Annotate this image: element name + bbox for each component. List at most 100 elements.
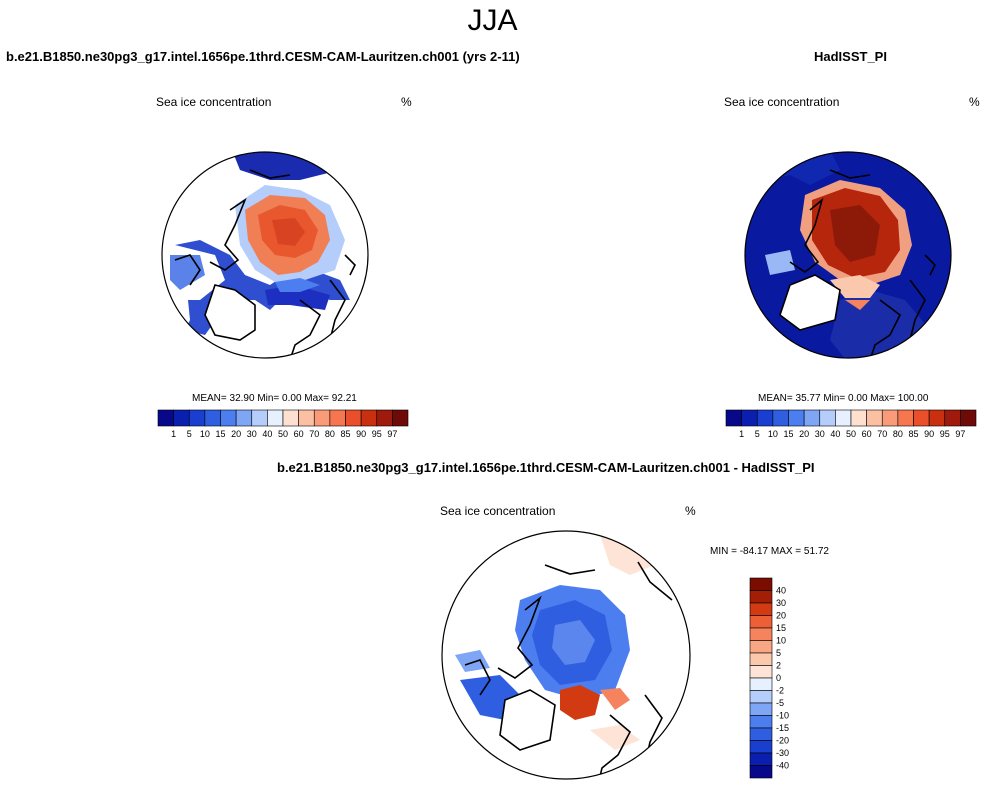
colorbar-model-tick-label: 5	[187, 429, 192, 439]
colorbar-diff-swatch	[749, 715, 773, 729]
colorbar-diff-tick-label: 15	[776, 623, 786, 633]
colorbar-model-swatch	[235, 409, 253, 427]
colorbar-obs-tick-label: 20	[799, 429, 809, 439]
colorbar-model-tick-label: 15	[215, 429, 225, 439]
colorbar-obs-tick-label: 40	[830, 429, 840, 439]
colorbar-obs-swatch	[741, 409, 758, 427]
colorbar-obs-swatch	[881, 409, 899, 427]
page-title: JJA	[467, 4, 518, 37]
colorbar-obs-swatch	[772, 409, 789, 427]
colorbar-obs-tick-label: 10	[768, 429, 778, 439]
colorbar-diff-swatch	[749, 740, 773, 754]
colorbar-obs-tick-label: 30	[815, 429, 825, 439]
map-diff-frame	[441, 530, 691, 780]
colorbar-model-tick-label: 90	[356, 429, 366, 439]
colorbar-diff-tick-label: -5	[776, 698, 784, 708]
colorbar-diff-tick-label: -2	[776, 686, 784, 696]
colorbar-model-swatch	[188, 409, 206, 427]
colorbar-diff-swatch	[749, 727, 773, 741]
colorbar-diff-tick-label: 5	[776, 648, 781, 658]
colorbar-diff-swatch	[749, 665, 773, 679]
colorbar-obs-swatch	[803, 409, 821, 427]
colorbar-model: 1 5 10 15 20 30 40 50 60 70 80 85 90 95 97	[157, 409, 409, 439]
panel1-variable: Sea ice concentration	[156, 95, 272, 109]
colorbar-diff-swatch	[749, 640, 773, 654]
colorbar-diff-swatch	[749, 765, 773, 779]
map-obs	[744, 151, 952, 359]
colorbar-diff-tick-label: -30	[776, 748, 789, 758]
colorbar-model-tick-label: 80	[325, 429, 335, 439]
map-model-frame	[161, 151, 369, 359]
colorbar-model-swatch	[329, 409, 346, 427]
colorbar-obs-tick-label: 5	[755, 429, 760, 439]
colorbar-model-swatch	[313, 409, 331, 427]
colorbar-obs-swatch	[913, 409, 930, 427]
colorbar-diff-swatch	[749, 627, 773, 641]
colorbar-diff-swatch	[749, 690, 773, 704]
colorbar-obs-tick-label: 70	[877, 429, 887, 439]
colorbar-model-swatch	[220, 409, 237, 427]
colorbar-obs-swatch	[928, 409, 946, 427]
colorbar-model-tick-label: 97	[387, 429, 397, 439]
colorbar-obs-tick-label: 80	[893, 429, 903, 439]
colorbar-diff-tick-label: -40	[776, 761, 789, 771]
colorbar-diff-swatch	[749, 615, 773, 629]
colorbar-diff-tick-label: -15	[776, 723, 789, 733]
map-model-coast	[174, 152, 356, 358]
colorbar-diff-tick-label: -20	[776, 736, 789, 746]
colorbar-obs-tick-label: 50	[846, 429, 856, 439]
colorbar-obs-swatch	[866, 409, 883, 427]
panel3-units: %	[685, 504, 696, 518]
colorbar-model-swatch	[392, 409, 409, 427]
colorbar-obs-swatch	[756, 409, 774, 427]
colorbar-model-tick-label: 10	[200, 429, 210, 439]
colorbar-model-swatch	[204, 409, 221, 427]
map-obs-frame	[744, 151, 952, 359]
colorbar-diff-tick-label: 40	[776, 586, 786, 596]
colorbar-model-swatch	[157, 409, 174, 427]
colorbar-obs-tick-label: 85	[908, 429, 918, 439]
colorbar-obs-tick-label: 90	[924, 429, 934, 439]
map-model	[161, 151, 369, 359]
colorbar-diff-tick-label: 2	[776, 661, 781, 671]
colorbar-obs-swatch	[897, 409, 914, 427]
map-obs-fill	[745, 152, 951, 358]
colorbar-obs-swatch	[944, 409, 961, 427]
colorbar-obs-tick-label: 97	[955, 429, 965, 439]
colorbar-obs-tick-label: 95	[940, 429, 950, 439]
colorbar-obs: 1 5 10 15 20 30 40 50 60 70 80 85 90 95 97	[725, 409, 977, 439]
panel3-case-title: b.e21.B1850.ne30pg3_g17.intel.1656pe.1th…	[277, 460, 815, 475]
colorbar-obs-tick-label: 15	[783, 429, 793, 439]
colorbar-obs-tick-label: 60	[862, 429, 872, 439]
colorbar-model-tick-label: 40	[262, 429, 272, 439]
colorbar-diff-swatch	[749, 677, 773, 691]
colorbar-obs-swatch	[725, 409, 742, 427]
colorbar-model-tick-label: 20	[231, 429, 241, 439]
colorbar-obs-swatch	[960, 409, 977, 427]
colorbar-model-tick-label: 85	[340, 429, 350, 439]
colorbar-obs-swatch	[788, 409, 805, 427]
colorbar-diff-tick-label: 10	[776, 636, 786, 646]
panel2-stats: MEAN= 35.77 Min= 0.00 Max= 100.00	[758, 393, 929, 404]
colorbar-diff-tick-label: 0	[776, 673, 781, 683]
panel2-case-title: HadISST_PI	[814, 49, 887, 64]
colorbar-model-swatch	[251, 409, 268, 427]
colorbar-model-tick-label: 95	[372, 429, 382, 439]
panel2-variable: Sea ice concentration	[724, 95, 840, 109]
panel1-units: %	[401, 95, 412, 109]
colorbar-model-tick-label: 30	[247, 429, 257, 439]
colorbar-obs-swatch	[819, 409, 836, 427]
colorbar-model-tick-label: 50	[278, 429, 288, 439]
colorbar-model-tick-label: 1	[171, 429, 176, 439]
colorbar-diff-swatch	[749, 590, 773, 604]
colorbar-model-swatch	[345, 409, 362, 427]
colorbar-obs-tick-label: 1	[739, 429, 744, 439]
colorbar-model-swatch	[298, 409, 315, 427]
colorbar-diff-swatch	[749, 577, 773, 591]
colorbar-diff-tick-label: 30	[776, 598, 786, 608]
colorbar-model-tick-label: 60	[294, 429, 304, 439]
map-model-fill	[162, 152, 368, 358]
colorbar-diff-swatch	[749, 652, 773, 666]
